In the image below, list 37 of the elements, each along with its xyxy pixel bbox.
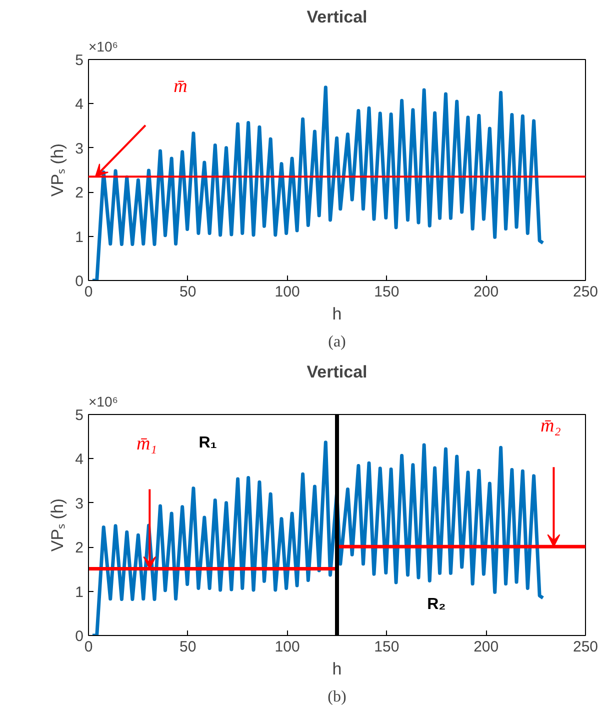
y-tick-label: 0 — [75, 273, 84, 290]
y-tick-label: 0 — [75, 628, 84, 645]
y-tick-label: 4 — [75, 451, 84, 468]
x-tick-label: 50 — [180, 638, 196, 656]
y-tick-label: 5 — [75, 407, 84, 424]
text: ×10⁶ — [88, 38, 118, 54]
x-tick-label: 200 — [474, 284, 499, 300]
text: (a) — [328, 334, 346, 350]
annotation: m̄₂ — [540, 416, 562, 437]
y-tick-label: 3 — [75, 140, 84, 158]
x-tick-label: 50 — [180, 284, 196, 300]
y-tick-label: 3 — [75, 495, 84, 512]
x-tick-label: 150 — [374, 638, 400, 656]
text: (b) — [328, 688, 346, 706]
x-tick-label: 100 — [274, 284, 300, 300]
chart-title: Vertical — [306, 8, 368, 26]
y-tick-label: 2 — [75, 540, 84, 557]
y-tick-label: 1 — [75, 228, 84, 246]
x-tick-label: 100 — [274, 638, 300, 656]
x-axis-title: h — [332, 304, 342, 324]
annotation: m̄₁ — [136, 433, 157, 454]
x-axis-title: h — [332, 660, 342, 678]
x-tick-label: 250 — [572, 638, 598, 656]
x-tick-label: 150 — [374, 284, 400, 300]
y-axis-title: VPₛ (h) — [48, 143, 68, 197]
annotation: m̄ — [174, 76, 188, 98]
y-tick-label: 5 — [75, 52, 84, 69]
x-tick-label: 250 — [572, 284, 598, 300]
y-tick-label: 2 — [75, 184, 84, 202]
annotation: R₁ — [198, 434, 218, 452]
text: ×10⁶ — [88, 394, 118, 410]
x-tick-label: 200 — [474, 638, 499, 656]
y-axis-title: VPₛ (h) — [48, 498, 68, 552]
chart-title: Vertical — [306, 362, 368, 382]
y-tick-label: 1 — [75, 584, 84, 601]
y-tick-label: 4 — [75, 96, 84, 114]
annotation: R₂ — [427, 596, 446, 614]
